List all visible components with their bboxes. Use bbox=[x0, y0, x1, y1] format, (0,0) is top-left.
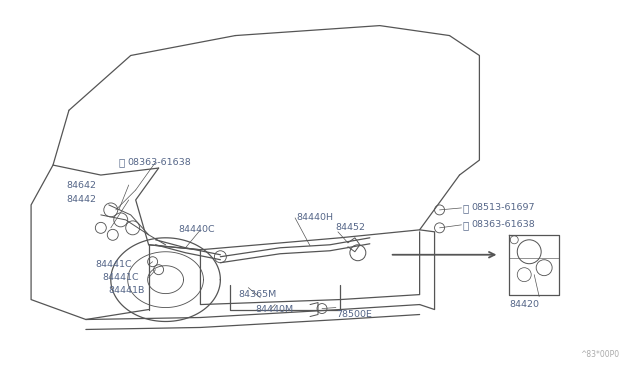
Text: ^83*00P0: ^83*00P0 bbox=[580, 350, 619, 359]
Text: 84442: 84442 bbox=[66, 195, 96, 205]
Text: 84440C: 84440C bbox=[179, 225, 215, 234]
Text: Ⓢ: Ⓢ bbox=[463, 203, 468, 213]
Text: 08363-61638: 08363-61638 bbox=[472, 220, 535, 230]
Text: Ⓢ: Ⓢ bbox=[463, 220, 468, 230]
Text: 84441C: 84441C bbox=[103, 273, 140, 282]
Text: Ⓢ: Ⓢ bbox=[119, 157, 125, 167]
Text: 84441B: 84441B bbox=[109, 286, 145, 295]
Text: 84440M: 84440M bbox=[255, 305, 293, 314]
Text: 84452: 84452 bbox=[335, 223, 365, 232]
Text: 78500E: 78500E bbox=[336, 310, 372, 319]
Text: 84440H: 84440H bbox=[296, 214, 333, 222]
Text: 84642: 84642 bbox=[66, 180, 96, 189]
Text: 84441C: 84441C bbox=[96, 260, 132, 269]
Text: 84365M: 84365M bbox=[238, 290, 276, 299]
Text: 84420: 84420 bbox=[509, 300, 540, 309]
Text: 08363-61638: 08363-61638 bbox=[128, 158, 191, 167]
Text: 08513-61697: 08513-61697 bbox=[472, 203, 535, 212]
